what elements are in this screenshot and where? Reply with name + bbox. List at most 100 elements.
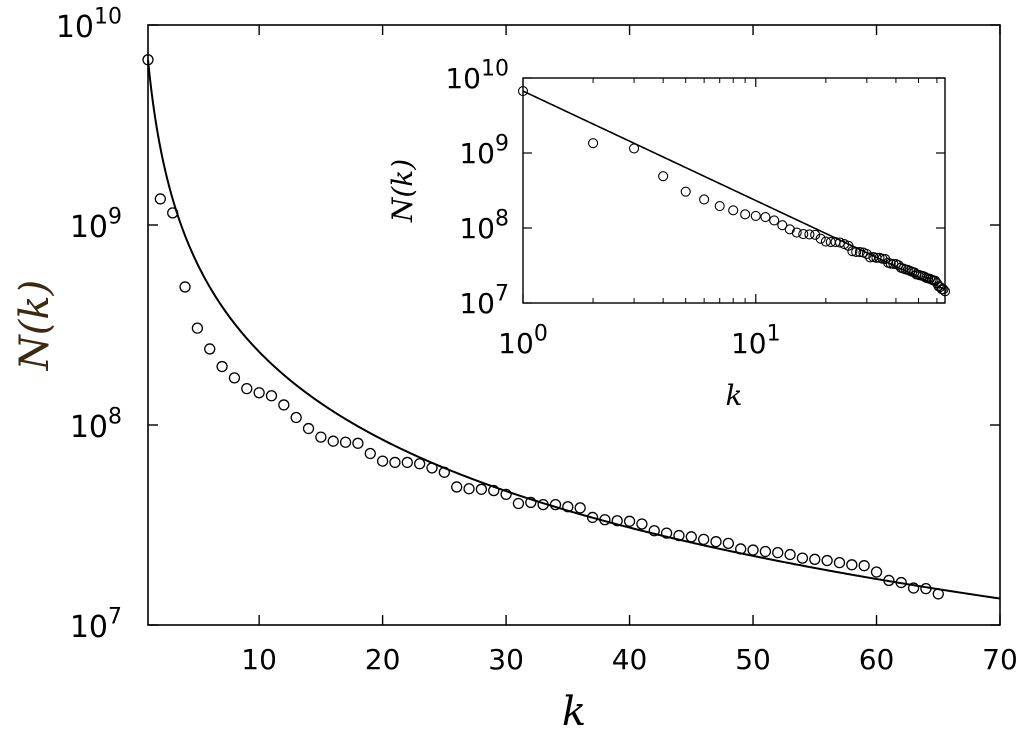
main-data-point <box>364 447 376 460</box>
main-data-point <box>302 422 315 435</box>
main-data-point <box>352 437 364 449</box>
inset-data-point <box>769 215 780 226</box>
inset-data-point <box>820 236 831 247</box>
main-x-tick-label: 10 <box>241 643 277 676</box>
main-data-point <box>241 382 253 395</box>
inset-data-point <box>798 229 809 240</box>
main-x-tick-label: 70 <box>982 643 1018 676</box>
inset-plot-frame <box>522 77 946 304</box>
inset-x-tick-label: 100 <box>498 321 548 360</box>
inset-data-point <box>804 229 815 240</box>
main-data-point <box>488 484 500 497</box>
main-y-tick-label: 108 <box>70 405 122 446</box>
main-data-point <box>586 511 599 524</box>
inset-data-point <box>938 284 949 295</box>
inset-data-point <box>517 85 529 97</box>
main-plot-frame <box>147 24 1001 626</box>
inset-data-point <box>861 248 872 260</box>
main-data-point <box>833 556 846 569</box>
main-data-point <box>623 515 636 527</box>
inset-data-point <box>760 211 771 223</box>
main-data-point <box>525 496 537 509</box>
main-x-tick-label: 50 <box>735 643 771 676</box>
main-data-point <box>389 456 401 469</box>
main-data-point <box>907 582 920 594</box>
main-data-point <box>376 455 389 467</box>
inset-fit-curve <box>522 90 945 290</box>
main-data-point <box>191 322 204 334</box>
main-ticks <box>148 24 1001 626</box>
main-data-point <box>463 483 475 495</box>
inset-y-tick-label: 108 <box>459 206 509 245</box>
inset-data-point <box>699 194 710 205</box>
inset-y-axis-title: N(k) <box>386 159 419 223</box>
main-data-point <box>179 281 191 293</box>
main-data-point <box>821 554 833 567</box>
main-data-point <box>315 431 327 443</box>
main-data-point <box>722 537 734 550</box>
main-data-point <box>574 502 586 514</box>
main-data-point <box>290 411 302 424</box>
inset-data-point <box>791 227 802 238</box>
main-data-point <box>216 360 228 373</box>
main-data-point <box>265 390 278 402</box>
main-data-point <box>327 435 339 447</box>
main-data-point <box>846 559 858 571</box>
main-data-point <box>759 545 772 558</box>
inset-data-point <box>815 233 826 244</box>
inset-y-tick-label: 1010 <box>445 56 509 95</box>
main-data-point <box>228 372 241 384</box>
main-data-point <box>154 193 166 205</box>
main-x-tick-label: 20 <box>365 643 401 676</box>
main-data-point <box>204 343 216 355</box>
main-data-point <box>809 553 821 565</box>
inset-y-tick-label: 107 <box>459 281 509 320</box>
main-data-point <box>660 527 673 539</box>
main-data-point <box>611 515 623 527</box>
inset-data-point <box>933 281 944 292</box>
main-plot: 10 20 30 40 50 60 70 107 108 109 1010 k N(k) <box>12 5 1018 736</box>
main-data-point <box>500 488 512 501</box>
inset-data-point <box>740 209 751 220</box>
main-data-point <box>512 497 525 510</box>
inset-data-point <box>658 171 669 182</box>
main-data-point <box>451 481 463 493</box>
main-data-markers <box>142 54 944 600</box>
inset-data-point <box>939 286 951 297</box>
inset-data-point <box>728 205 739 216</box>
inset-data-point <box>680 186 691 197</box>
main-data-point <box>339 436 352 448</box>
main-data-point <box>636 518 648 530</box>
main-data-point <box>870 566 883 578</box>
main-data-point <box>278 399 290 411</box>
inset-ticks <box>522 77 945 304</box>
main-data-point <box>562 501 574 513</box>
inset-data-point <box>810 229 821 240</box>
main-x-tick-label: 60 <box>859 643 895 676</box>
main-data-point <box>648 525 660 537</box>
inset-plot: 100 101 107 108 109 1010 k N(k) <box>386 56 951 412</box>
main-x-tick-label: 30 <box>488 643 524 676</box>
main-data-point <box>414 458 426 470</box>
inset-data-point <box>784 224 795 235</box>
main-y-axis-title: N(k) <box>12 280 58 371</box>
main-data-point <box>858 560 870 572</box>
main-data-point <box>475 483 488 495</box>
inset-data-point <box>777 220 788 231</box>
inset-y-tick-label: 109 <box>459 131 509 170</box>
inset-x-axis-title: k <box>726 379 743 412</box>
main-data-point <box>710 536 722 548</box>
main-x-axis-title: k <box>562 689 586 735</box>
inset-data-markers <box>517 85 951 297</box>
inset-data-point <box>588 138 599 149</box>
main-tick-labels: 10 20 30 40 50 60 70 107 108 109 1010 <box>56 5 1018 677</box>
main-x-tick-label: 40 <box>612 643 648 676</box>
main-data-point <box>772 547 784 559</box>
main-data-point <box>796 552 809 564</box>
inset-data-point <box>714 201 725 212</box>
inset-x-tick-label: 101 <box>731 321 781 360</box>
main-data-point <box>401 456 413 469</box>
main-y-tick-label: 107 <box>70 605 122 646</box>
main-y-tick-label: 1010 <box>56 5 122 46</box>
